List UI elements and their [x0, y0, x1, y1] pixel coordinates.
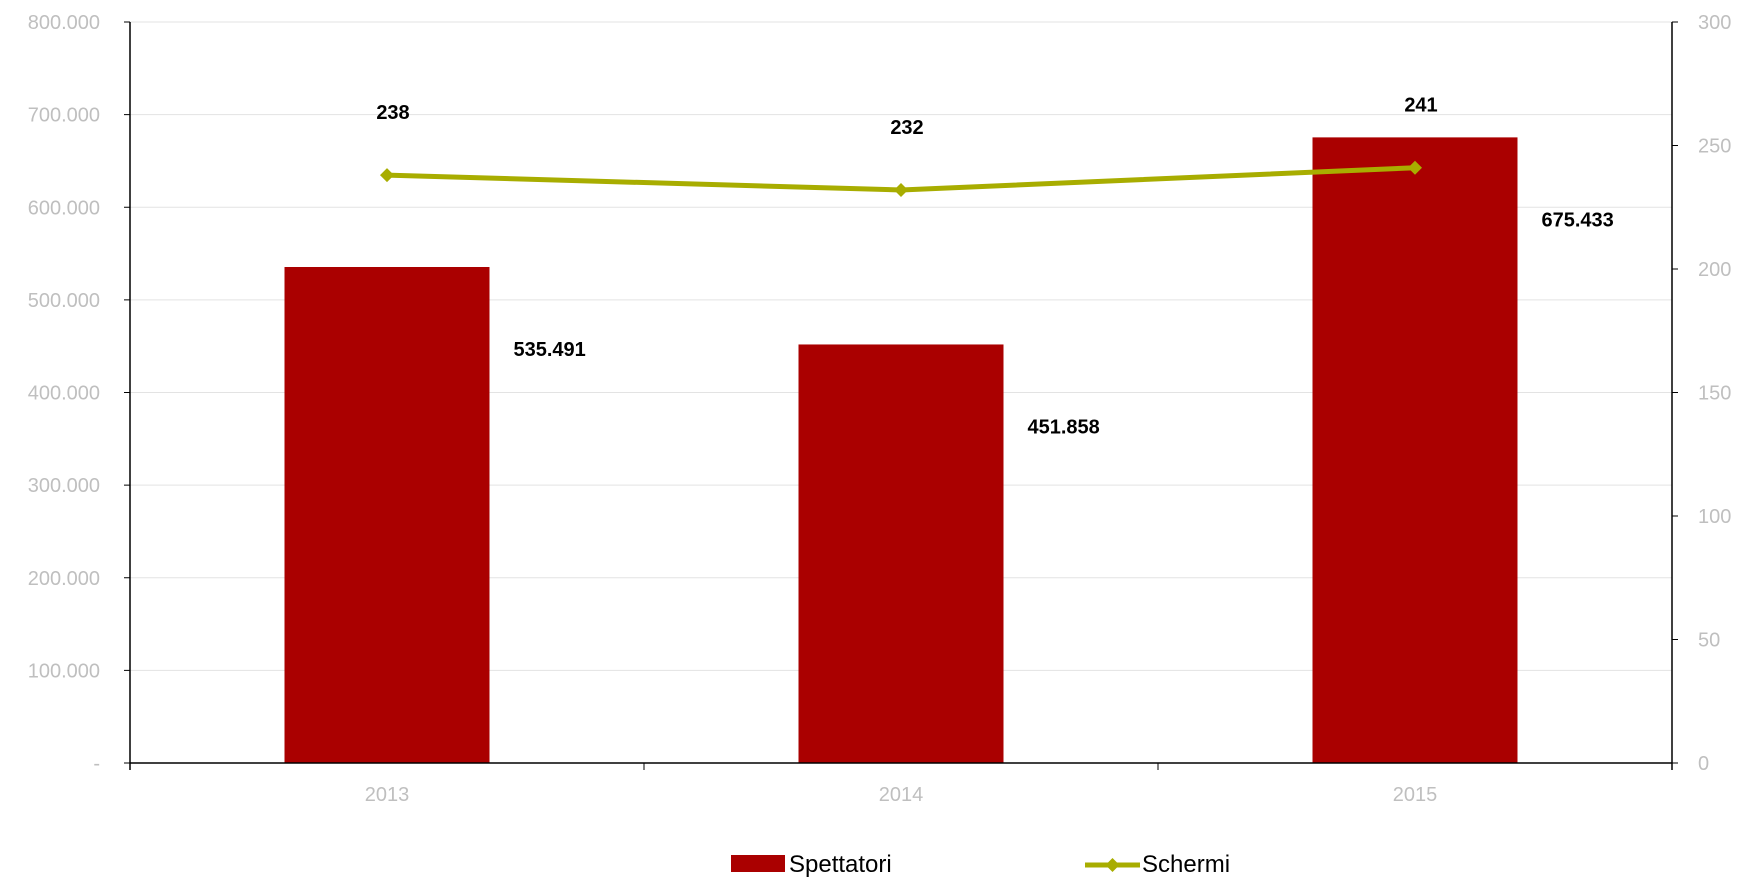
x-axis-tick-label: 2013	[365, 784, 410, 806]
y-axis-tick-label: 400.000	[28, 383, 100, 405]
legend-swatch-spettatori	[731, 855, 785, 872]
y-axis-tick-label: 100.000	[28, 660, 100, 682]
bar-2013	[284, 267, 490, 763]
x-axis-tick-label: 2015	[1393, 784, 1438, 806]
y2-axis-tick-label: 300	[1698, 12, 1731, 34]
y-axis-tick-label: 800.000	[28, 12, 100, 34]
y-axis-tick-label: 700.000	[28, 105, 100, 127]
y-axis-tick-label: 600.000	[28, 197, 100, 219]
data-label-schermi-2013: 238	[376, 102, 409, 124]
data-label-schermi-2014: 232	[890, 117, 923, 139]
data-labels: 535.491 451.858 675.433 238 232 241	[376, 95, 1613, 439]
x-axis-tick-label: 2014	[879, 784, 924, 806]
y-axis-tick-label: 300.000	[28, 475, 100, 497]
point-schermi-2013	[380, 168, 394, 183]
y2-axis-tick-label: 150	[1698, 383, 1731, 405]
data-label-spettatori-2015: 675.433	[1542, 209, 1614, 231]
legend-label-spettatori: Spettatori	[789, 851, 892, 878]
data-label-spettatori-2014: 451.858	[1028, 416, 1100, 438]
data-label-spettatori-2013: 535.491	[514, 339, 586, 361]
bars-spettatori	[284, 137, 1518, 763]
point-schermi-2015	[1408, 160, 1422, 175]
legend: Spettatori Schermi	[731, 851, 1230, 878]
bar-2015	[1312, 137, 1518, 763]
legend-swatch-schermi-marker	[1105, 858, 1120, 872]
line-schermi	[380, 160, 1422, 197]
y2-axis-tick-label: 0	[1698, 753, 1709, 775]
y2-axis-tick-label: 100	[1698, 506, 1731, 528]
y-axis-tick-label: 200.000	[28, 568, 100, 590]
axes: - 100.000 200.000 300.000 400.000 500.000 600.…	[28, 12, 1732, 806]
y-axis-tick-label: -	[93, 753, 100, 775]
y2-axis-tick-label: 250	[1698, 136, 1731, 158]
y2-axis-tick-label: 200	[1698, 259, 1731, 281]
y-axis-tick-label: 500.000	[28, 290, 100, 312]
legend-label-schermi: Schermi	[1142, 851, 1230, 878]
bar-2014	[798, 344, 1004, 763]
data-label-schermi-2015: 241	[1404, 95, 1437, 117]
y2-axis-tick-label: 50	[1698, 630, 1720, 652]
point-schermi-2014	[894, 182, 908, 197]
